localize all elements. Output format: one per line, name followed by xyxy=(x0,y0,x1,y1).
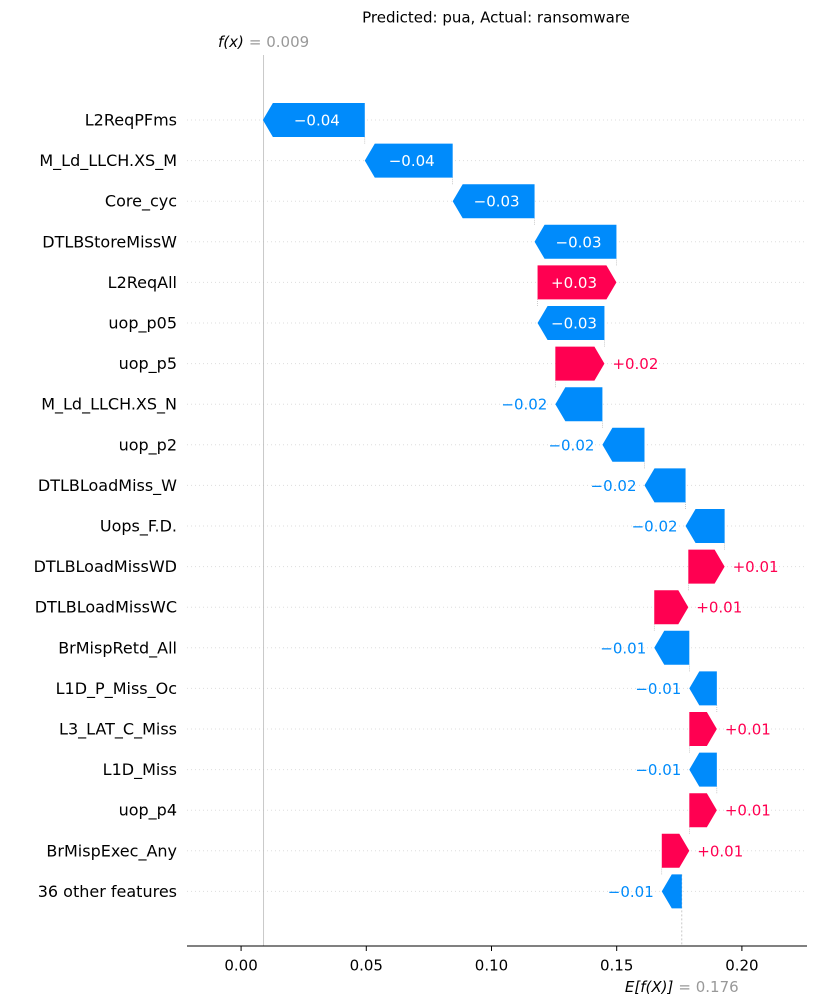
chart-title: Predicted: pua, Actual: ransomware xyxy=(362,9,630,27)
feature-label: M_Ld_LLCH.XS_N xyxy=(41,395,177,415)
x-tick-label: 0.05 xyxy=(350,957,383,975)
x-tick-label: 0.10 xyxy=(475,957,508,975)
feature-label: 36 other features xyxy=(38,882,177,901)
bar-label: −0.03 xyxy=(551,315,597,333)
feature-label: L2ReqPFms xyxy=(85,111,177,130)
bar-label: −0.02 xyxy=(632,518,678,536)
bar-label: −0.01 xyxy=(608,883,654,901)
bar-label: −0.04 xyxy=(294,112,340,130)
output-name: f(x) xyxy=(218,33,244,51)
bar-label: −0.02 xyxy=(501,396,547,414)
bar xyxy=(661,874,682,909)
bar xyxy=(685,509,725,543)
feature-label: uop_p2 xyxy=(119,435,177,455)
bar xyxy=(654,590,689,625)
bar xyxy=(364,143,453,178)
bar xyxy=(537,306,605,340)
bar-label: −0.03 xyxy=(474,193,520,211)
feature-label: DTLBLoadMissWD xyxy=(34,557,177,576)
feature-label: Core_cyc xyxy=(105,192,177,212)
base-annotation: E[f(X)] = 0.176 xyxy=(625,978,739,996)
bar-label: +0.01 xyxy=(733,558,779,576)
bar xyxy=(262,103,365,137)
bar-label: +0.01 xyxy=(696,599,742,617)
bar xyxy=(689,752,717,787)
feature-label: uop_p05 xyxy=(108,314,177,334)
bar xyxy=(661,833,690,868)
base-value: = 0.176 xyxy=(678,978,738,996)
bar xyxy=(452,184,535,219)
bar-label: −0.04 xyxy=(389,152,435,170)
feature-label: DTLBLoadMissWC xyxy=(35,598,177,617)
bar xyxy=(654,630,690,665)
bar xyxy=(537,265,617,300)
output-annotation: f(x) = 0.009 xyxy=(218,33,309,51)
bar-label: +0.01 xyxy=(725,802,771,820)
bar xyxy=(689,793,717,828)
feature-label: uop_p4 xyxy=(119,801,177,821)
bar-label: −0.03 xyxy=(556,233,602,251)
feature-label: Uops_F.D. xyxy=(100,517,177,537)
output-value: = 0.009 xyxy=(249,33,309,51)
bar-label: −0.01 xyxy=(600,639,646,657)
bar xyxy=(689,671,717,706)
bar-label: −0.01 xyxy=(635,761,681,779)
bar-label: −0.01 xyxy=(635,680,681,698)
bar xyxy=(688,549,725,584)
feature-label: L1D_Miss xyxy=(103,760,177,780)
bar xyxy=(555,387,603,422)
feature-label: L2ReqAll xyxy=(108,273,177,292)
feature-label: DTLBStoreMissW xyxy=(42,232,177,251)
bar xyxy=(534,224,617,259)
bar xyxy=(644,468,686,503)
feature-label: DTLBLoadMiss_W xyxy=(38,476,177,496)
feature-label: M_Ld_LLCH.XS_M xyxy=(39,151,177,171)
bar xyxy=(555,346,605,381)
bar-label: −0.02 xyxy=(548,436,594,454)
x-tick-label: 0.00 xyxy=(224,957,257,975)
feature-label: uop_p5 xyxy=(119,354,177,374)
bar-label: +0.01 xyxy=(725,721,771,739)
bar-label: +0.02 xyxy=(612,355,658,373)
bar-label: +0.01 xyxy=(697,842,743,860)
feature-label: L1D_P_Miss_Oc xyxy=(56,679,177,699)
base-name: E[f(X)] xyxy=(625,978,674,996)
bar xyxy=(689,712,717,746)
x-tick-label: 0.15 xyxy=(600,957,633,975)
bar-label: −0.02 xyxy=(591,477,637,495)
feature-label: BrMispExec_Any xyxy=(46,841,177,861)
feature-label: BrMispRetd_All xyxy=(58,638,177,658)
bar-label: +0.03 xyxy=(551,274,597,292)
feature-label: L3_LAT_C_Miss xyxy=(59,720,177,740)
x-tick-label: 0.20 xyxy=(725,957,758,975)
bar xyxy=(602,427,645,462)
